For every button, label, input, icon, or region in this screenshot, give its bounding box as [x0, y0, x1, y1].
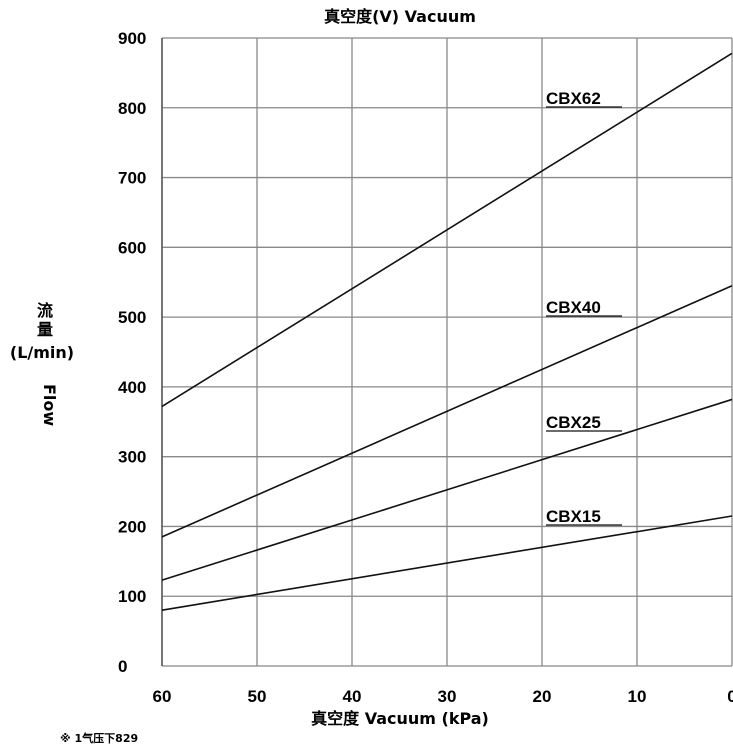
x-tick-label: 60: [153, 687, 172, 706]
y-axis-label-en: Flow: [40, 384, 59, 426]
x-tick-label: 10: [628, 687, 647, 706]
series-label-cbx15: CBX15: [546, 507, 601, 526]
series-line-cbx62: [161, 52, 733, 408]
x-tick-label: 40: [343, 687, 362, 706]
y-tick-label: 800: [118, 99, 146, 118]
x-tick-label: 30: [438, 687, 457, 706]
grid: [161, 37, 733, 667]
x-tick-label: 20: [533, 687, 552, 706]
y-tick-label: 200: [118, 517, 146, 536]
y-tick-label: 900: [118, 29, 146, 48]
series-label-cbx25: CBX25: [546, 413, 601, 432]
chart-title: 真空度(V) Vacuum: [324, 7, 476, 26]
series-label-cbx62: CBX62: [546, 89, 601, 108]
x-axis-label: 真空度 Vacuum (kPa): [311, 709, 489, 728]
y-tick-label: 600: [118, 238, 146, 257]
y-tick-label: 100: [118, 587, 146, 606]
y-tick-label: 0: [118, 657, 127, 676]
series-line-cbx40: [161, 284, 733, 538]
y-axis-label-cn-2: 量: [37, 320, 53, 339]
footnote: ※ 1气压下829: [60, 731, 138, 744]
y-tick-label: 700: [118, 169, 146, 188]
series-line-cbx15: [161, 515, 733, 611]
y-tick-label: 300: [118, 448, 146, 467]
y-axis-label-unit: (L/min): [10, 343, 74, 362]
series-line-cbx25: [161, 398, 733, 581]
series-group: [161, 52, 733, 611]
x-tick-label: 50: [248, 687, 267, 706]
y-tick-label: 500: [118, 308, 146, 327]
y-tick-label: 400: [118, 378, 146, 397]
x-tick-label: 0: [727, 687, 733, 706]
series-label-cbx40: CBX40: [546, 298, 601, 317]
y-axis-label-cn-1: 流: [37, 301, 53, 320]
